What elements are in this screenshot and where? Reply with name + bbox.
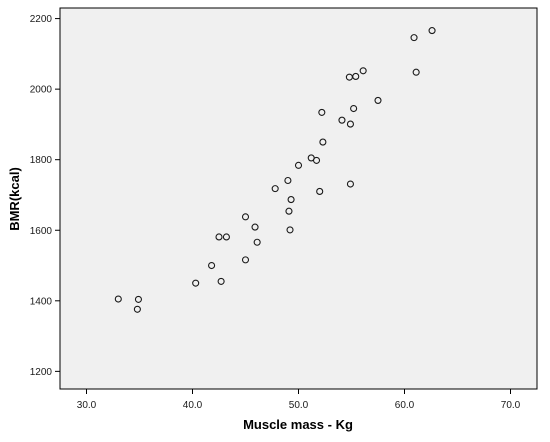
scatter-point: [316, 187, 324, 195]
x-tick-label: 30.0: [77, 400, 97, 411]
scatter-point: [284, 176, 292, 185]
scatter-point: [318, 108, 326, 116]
scatter-point: [294, 161, 303, 169]
scatter-point: [114, 295, 122, 303]
scatter-point: [410, 34, 418, 42]
scatter-point: [287, 196, 295, 204]
scatter-point: [241, 256, 250, 264]
y-tick-label: 1200: [30, 367, 53, 378]
x-tick-label: 50.0: [289, 400, 309, 411]
scatter-point: [286, 226, 294, 234]
scatter-point: [346, 120, 354, 128]
x-tick-label: 70.0: [501, 400, 521, 411]
y-tick-labels: 1200 1400 1600 1800 2000 2200: [30, 14, 53, 378]
scatter-point: [338, 116, 346, 124]
x-tick-label: 60.0: [395, 400, 415, 411]
scatter-point: [312, 156, 321, 164]
scatter-point: [412, 68, 420, 76]
x-tick-label: 40.0: [183, 400, 203, 411]
scatter-point: [346, 180, 354, 188]
scatter-point: [428, 27, 436, 35]
scatter-point: [350, 104, 358, 113]
scatter-point: [134, 295, 142, 303]
scatter-point: [217, 277, 225, 285]
y-tick-label: 1400: [30, 296, 53, 307]
scatter-point: [253, 238, 261, 246]
y-axis-title: BMR(kcal): [7, 167, 22, 231]
scatter-point: [352, 72, 360, 80]
scatter-point: [319, 138, 327, 146]
axis-ticks: [55, 18, 511, 394]
x-tick-labels: 30.0 40.0 50.0 60.0 70.0: [77, 400, 521, 411]
scatter-point: [222, 233, 230, 241]
scatter-point: [285, 207, 293, 215]
x-axis-title: Muscle mass - Kg: [243, 417, 353, 432]
y-tick-label: 1600: [30, 226, 53, 237]
data-points: [114, 27, 436, 313]
plot-area: [59, 7, 538, 390]
y-tick-label: 2000: [30, 85, 53, 96]
scatter-point: [208, 261, 216, 270]
scatter-point: [251, 223, 259, 231]
scatter-point: [241, 213, 250, 221]
scatter-point: [192, 279, 200, 287]
scatter-point: [133, 305, 141, 313]
y-tick-label: 2200: [30, 14, 53, 25]
y-tick-label: 1800: [30, 155, 53, 166]
scatter-point: [271, 185, 279, 193]
scatter-point: [215, 233, 223, 241]
scatter-point: [374, 96, 382, 104]
scatter-point: [359, 67, 367, 75]
